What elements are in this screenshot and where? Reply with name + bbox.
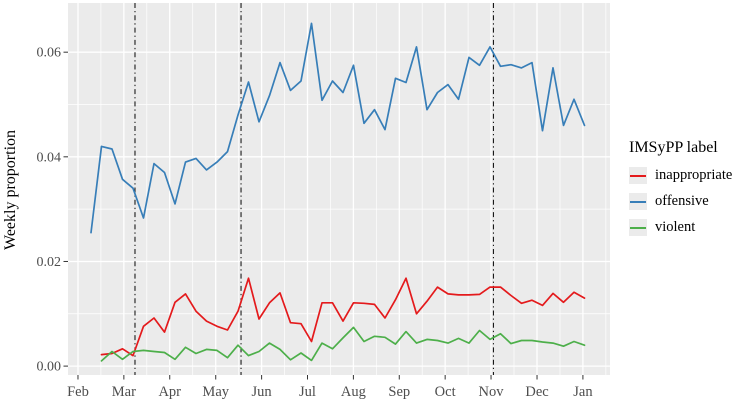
x-tick-label: Apr [158,384,181,400]
x-tick-label: Aug [341,384,366,400]
series-offensive-line [90,22,586,234]
y-tick-label: 0.00 [37,360,62,375]
axis-tick-marks [63,51,584,380]
x-tick-label: May [202,384,229,400]
legend-title: IMSyPP label [629,139,718,156]
y-tick-label: 0.06 [37,46,62,61]
x-axis-tick-labels: Feb Mar Apr May Jun Jul Aug Sep Oct Nov Dec Jan [67,384,593,400]
x-tick-label: Dec [525,384,548,400]
legend-item-label: offensive [655,193,709,209]
x-tick-label: Jul [299,384,316,400]
reference-vlines [134,3,495,375]
y-tick-label: 0.04 [37,150,62,165]
y-axis-tick-labels: 0.00 0.02 0.04 0.06 [37,46,62,375]
plot-area-group: Feb Mar Apr May Jun Jul Aug Sep Oct Nov Dec Jan 0.00… [37,3,610,400]
series-inappropriate-line [100,277,586,357]
legend-swatch-line [630,174,646,177]
series-lines [90,22,586,362]
x-tick-label: Sep [388,384,410,400]
x-tick-label: Jan [573,384,593,400]
y-axis-title: Weekly proportion [2,130,19,250]
x-tick-label: Nov [479,384,505,400]
legend-item-label: inappropriate [655,167,733,183]
legend-swatch-line [630,226,646,229]
legend-key-swatch [629,193,647,210]
grid-minor [68,3,610,375]
legend-item-label: violent [655,219,696,235]
x-tick-label: Jun [252,384,273,400]
series-violent-line [100,326,586,362]
legend: IMSyPP label inappropriate offensive viole… [629,139,732,245]
x-tick-label: Feb [67,384,89,400]
y-tick-label: 0.02 [37,255,62,270]
legend-swatch-line [630,200,646,203]
x-tick-label: Oct [435,384,456,400]
legend-key-swatch [629,167,647,184]
x-tick-label: Mar [112,384,136,400]
legend-item-offensive: offensive [629,193,732,210]
legend-key-swatch [629,219,647,236]
legend-item-violent: violent [629,219,732,236]
legend-items: inappropriate offensive violent [629,167,732,236]
legend-item-inappropriate: inappropriate [629,167,732,184]
